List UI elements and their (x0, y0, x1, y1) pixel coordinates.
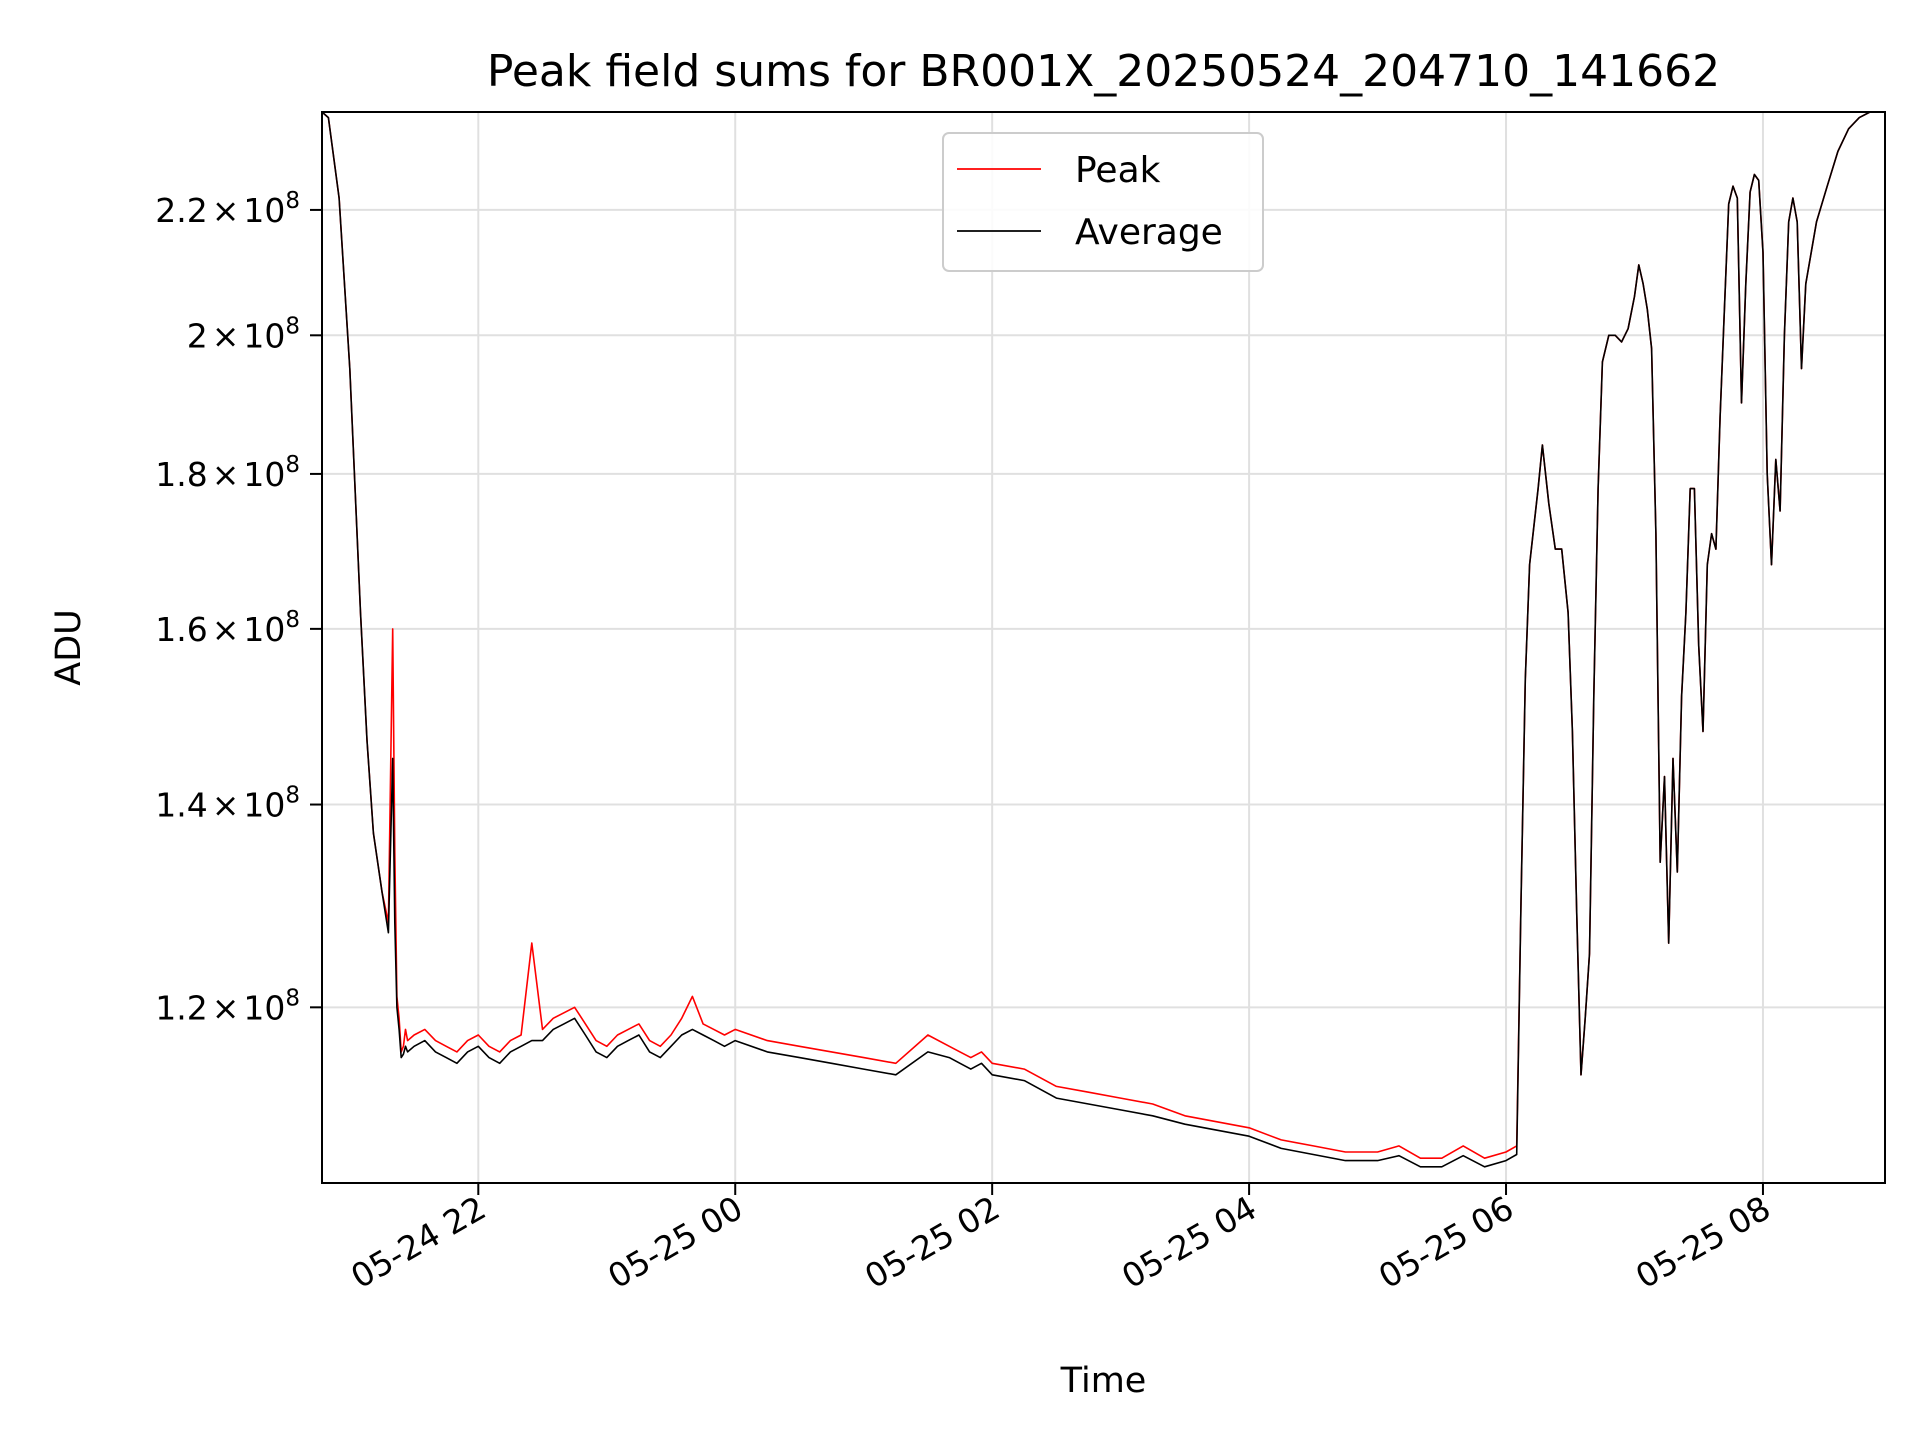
y-tick-label: 1.8 × 108 (155, 452, 300, 494)
y-tick-label: 1.4 × 108 (155, 783, 300, 825)
plot-frame (321, 111, 1886, 1184)
x-tick-label: 05-24 22 (344, 1188, 492, 1296)
x-tick-label: 05-25 02 (858, 1188, 1006, 1296)
legend-box (942, 132, 1264, 272)
axis-ticks: 05-24 22 05-25 00 05-25 02 05-25 04 05-25 06… (155, 188, 1777, 1296)
x-tick-label: 05-25 04 (1115, 1188, 1263, 1296)
y-tick-label: 2 × 108 (187, 313, 300, 355)
y-tick-label: 1.2 × 108 (155, 985, 300, 1027)
x-tick-label: 05-25 08 (1629, 1188, 1777, 1296)
legend: Peak Average (942, 132, 1264, 272)
legend-label-average: Average (1075, 212, 1223, 253)
series-layer (322, 112, 1872, 1168)
grid-lines (322, 112, 1885, 1183)
x-tick-label: 05-25 00 (601, 1188, 749, 1296)
y-tick-label: 1.6 × 108 (155, 607, 300, 649)
y-axis-label: ADU (49, 609, 89, 686)
x-axis-label: Time (1060, 1361, 1147, 1401)
legend-label-peak: Peak (1075, 150, 1161, 191)
y-tick-label: 2.2 × 108 (155, 188, 300, 230)
series-line-average (322, 112, 1872, 1168)
chart-title: Peak field sums for BR001X_20250524_2047… (487, 46, 1720, 97)
x-tick-label: 05-25 06 (1372, 1188, 1520, 1296)
